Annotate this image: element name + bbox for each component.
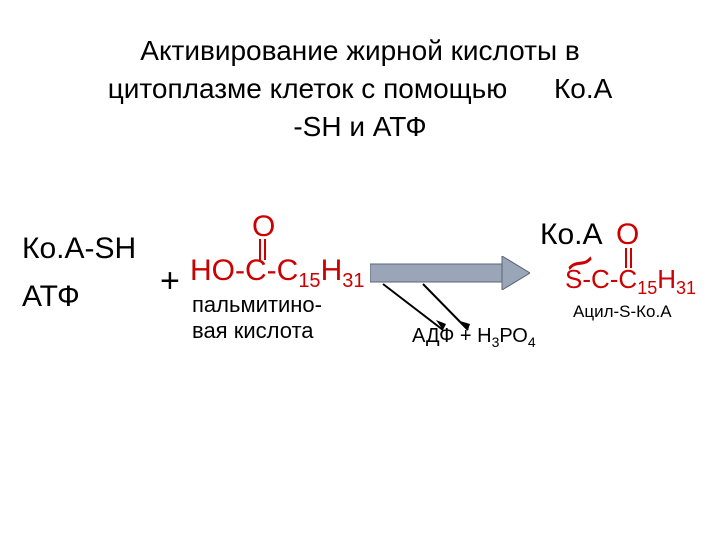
title-line-1: Активирование жирной кислоты в xyxy=(140,35,579,66)
coa-output: Ко.А xyxy=(540,218,603,252)
title-line-2a: цитоплазме клеток с помощью xyxy=(108,73,508,104)
product-formula: S-C-C15H31 xyxy=(565,264,696,299)
palmitic-label-2: вая кислота xyxy=(192,318,314,343)
palmitic-formula: HO-C-C15H31 xyxy=(190,254,364,293)
diagram-title: Активирование жирной кислоты в цитоплазм… xyxy=(0,32,720,145)
product-part-b: H xyxy=(657,264,676,294)
byproduct: АДФ + Н3РО4 xyxy=(412,325,536,350)
title-line-2b: Ко.А xyxy=(554,73,612,104)
product-label: Ацил-S-Ко.А xyxy=(573,302,672,322)
reactant-atp: АТФ xyxy=(22,273,136,321)
oxygen-right: O xyxy=(616,218,639,252)
title-line-3: -SH и АТФ xyxy=(293,111,426,142)
byproduct-b: РО xyxy=(499,325,527,347)
product-sub2: 31 xyxy=(676,278,696,298)
byproduct-a: АДФ + Н xyxy=(412,325,492,347)
palmitic-part-a: HO-C-C xyxy=(190,254,298,287)
product-sub1: 15 xyxy=(637,278,657,298)
byproduct-sub2: 4 xyxy=(528,334,536,350)
plus-sign: + xyxy=(160,262,180,301)
palmitic-sub2: 31 xyxy=(342,270,364,292)
product-part-a: S-C-C xyxy=(565,264,637,294)
palmitic-part-b: H xyxy=(321,254,343,287)
palmitic-sub1: 15 xyxy=(298,270,320,292)
reactant-coa-sh: Ко.А-SH xyxy=(22,225,136,273)
palmitic-label: пальмитино- вая кислота xyxy=(192,292,322,345)
palmitic-label-1: пальмитино- xyxy=(192,292,322,317)
reactants: Ко.А-SH АТФ xyxy=(22,225,136,321)
